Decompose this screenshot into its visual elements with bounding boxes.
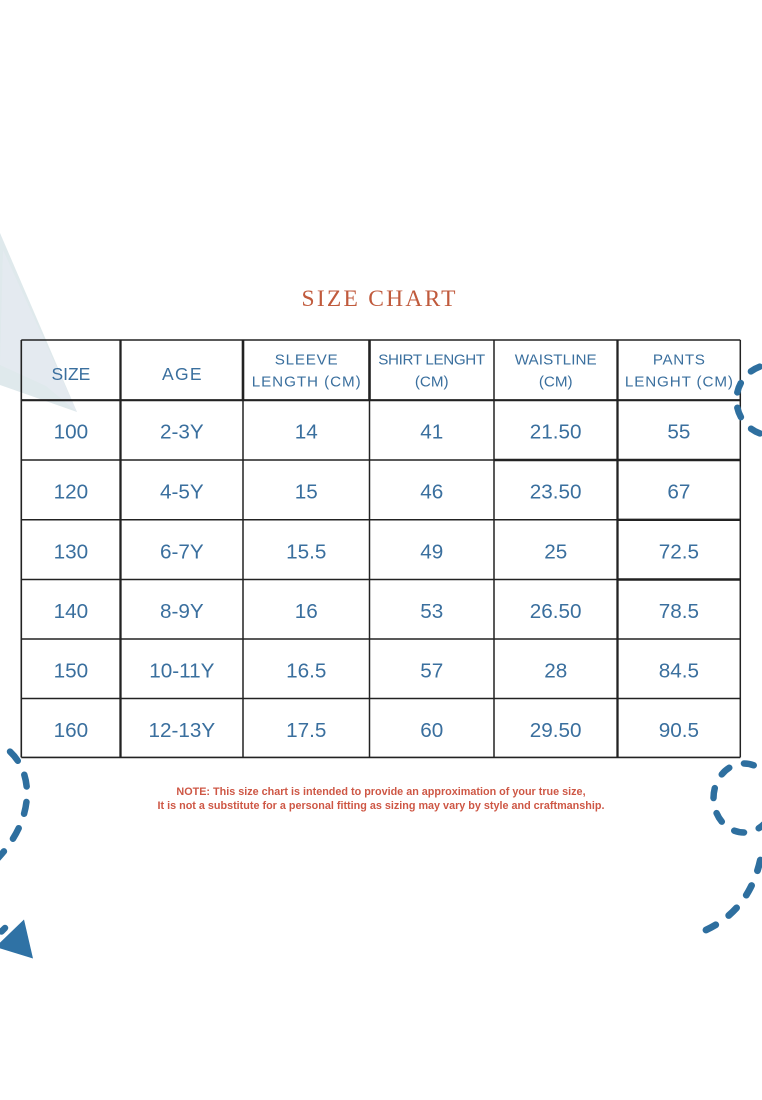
svg-text:It is not a substitute for a p: It is not a substitute for a personal fi… bbox=[158, 800, 605, 812]
svg-text:150: 150 bbox=[54, 660, 89, 683]
svg-text:SIZE: SIZE bbox=[51, 364, 90, 384]
svg-text:57: 57 bbox=[420, 660, 443, 683]
svg-text:28: 28 bbox=[544, 660, 567, 683]
svg-text:SIZE CHART: SIZE CHART bbox=[302, 286, 456, 312]
svg-text:15: 15 bbox=[295, 481, 318, 504]
svg-text:LENGTH (CM): LENGTH (CM) bbox=[252, 374, 361, 391]
svg-text:67: 67 bbox=[667, 481, 690, 504]
svg-text:(CM): (CM) bbox=[539, 374, 573, 391]
svg-text:LENGHT (CM): LENGHT (CM) bbox=[625, 374, 733, 391]
svg-text:17.5: 17.5 bbox=[286, 719, 326, 742]
svg-text:72.5: 72.5 bbox=[659, 541, 699, 564]
svg-text:NOTE: This size chart is inten: NOTE: This size chart is intended to pro… bbox=[176, 786, 585, 798]
svg-text:140: 140 bbox=[54, 600, 89, 623]
svg-text:2-3Y: 2-3Y bbox=[160, 421, 204, 444]
svg-text:AGE: AGE bbox=[162, 364, 202, 384]
svg-text:29.50: 29.50 bbox=[530, 719, 582, 742]
svg-text:55: 55 bbox=[667, 421, 690, 444]
svg-text:100: 100 bbox=[54, 421, 89, 444]
svg-text:53: 53 bbox=[420, 600, 443, 623]
svg-text:26.50: 26.50 bbox=[530, 600, 582, 623]
svg-text:160: 160 bbox=[54, 719, 89, 742]
svg-text:84.5: 84.5 bbox=[659, 660, 699, 683]
svg-text:46: 46 bbox=[420, 481, 443, 504]
svg-text:120: 120 bbox=[54, 481, 89, 504]
svg-text:SLEEVE: SLEEVE bbox=[275, 352, 338, 369]
svg-text:8-9Y: 8-9Y bbox=[160, 600, 204, 623]
svg-text:90.5: 90.5 bbox=[659, 719, 699, 742]
svg-text:16.5: 16.5 bbox=[286, 660, 326, 683]
svg-text:23.50: 23.50 bbox=[530, 481, 582, 504]
svg-text:41: 41 bbox=[420, 421, 443, 444]
svg-text:PANTS: PANTS bbox=[653, 352, 705, 369]
svg-text:49: 49 bbox=[420, 541, 443, 564]
svg-text:(CM): (CM) bbox=[415, 374, 449, 391]
svg-text:60: 60 bbox=[420, 719, 443, 742]
svg-text:21.50: 21.50 bbox=[530, 421, 582, 444]
svg-text:14: 14 bbox=[295, 421, 318, 444]
svg-text:WAISTLINE: WAISTLINE bbox=[515, 352, 597, 369]
svg-text:16: 16 bbox=[295, 600, 318, 623]
svg-text:15.5: 15.5 bbox=[286, 541, 326, 564]
svg-text:SHIRT LENGHT: SHIRT LENGHT bbox=[378, 352, 485, 369]
svg-text:78.5: 78.5 bbox=[659, 600, 699, 623]
svg-text:25: 25 bbox=[544, 541, 567, 564]
svg-text:12-13Y: 12-13Y bbox=[148, 719, 215, 742]
svg-text:130: 130 bbox=[54, 541, 89, 564]
svg-text:4-5Y: 4-5Y bbox=[160, 481, 204, 504]
svg-text:6-7Y: 6-7Y bbox=[160, 541, 204, 564]
svg-text:10-11Y: 10-11Y bbox=[149, 660, 214, 683]
